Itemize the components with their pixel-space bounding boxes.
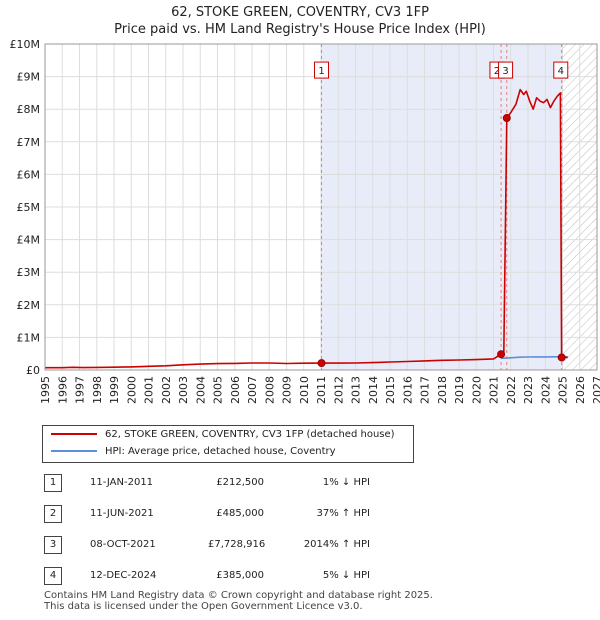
x-tick-label: 2000 — [125, 376, 138, 404]
transaction-date: 11-JUN-2021 — [90, 508, 154, 519]
x-tick-label: 1998 — [91, 376, 104, 404]
legend-hpi-line — [51, 450, 97, 452]
transaction-number-box: 3 — [44, 536, 62, 554]
x-tick-label: 2009 — [281, 376, 294, 404]
x-tick-label: 2003 — [177, 376, 190, 404]
transaction-marker-box — [314, 61, 330, 79]
x-tick-label: 2027 — [591, 376, 600, 404]
legend-item-hpi: HPI: Average price, detached house, Cove… — [51, 444, 336, 460]
legend-hpi-label: HPI: Average price, detached house, Cove… — [105, 446, 336, 457]
transaction-marker-box — [498, 61, 514, 79]
x-tick-label: 2022 — [505, 376, 518, 404]
y-tick-label: £0 — [26, 364, 40, 377]
transaction-price: £385,000 — [216, 570, 264, 581]
legend-property-label: 62, STOKE GREEN, COVENTRY, CV3 1FP (deta… — [105, 429, 395, 440]
y-tick-label: £7M — [17, 136, 41, 149]
x-tick-label: 2019 — [453, 376, 466, 404]
x-tick-label: 2013 — [350, 376, 363, 404]
transaction-hpi-comparison: 37% ↑ HPI — [316, 508, 370, 519]
transaction-point — [557, 353, 566, 362]
chart-legend: 62, STOKE GREEN, COVENTRY, CV3 1FP (deta… — [42, 425, 414, 463]
x-tick-label: 2002 — [160, 376, 173, 404]
x-tick-label: 2012 — [332, 376, 345, 404]
legend-item-property: 62, STOKE GREEN, COVENTRY, CV3 1FP (deta… — [51, 427, 395, 443]
attribution-line-1: Contains HM Land Registry data © Crown c… — [44, 590, 433, 601]
x-tick-label: 2005 — [212, 376, 225, 404]
x-tick-label: 2023 — [522, 376, 535, 404]
y-tick-label: £2M — [17, 299, 41, 312]
transaction-marker-box — [553, 61, 569, 79]
legend-property-line — [51, 433, 97, 435]
x-tick-label: 2008 — [263, 376, 276, 404]
attribution-line-2: This data is licensed under the Open Gov… — [44, 601, 363, 612]
transaction-marker-label: 1 — [318, 66, 324, 77]
transaction-date: 08-OCT-2021 — [90, 539, 156, 550]
table-row: 3 08-OCT-2021 £7,728,916 2014% ↑ HPI — [44, 536, 424, 554]
transaction-point — [502, 114, 511, 123]
x-tick-label: 2015 — [384, 376, 397, 404]
x-tick-label: 2020 — [470, 376, 483, 404]
y-tick-label: £6M — [17, 168, 41, 181]
y-tick-label: £9M — [17, 71, 41, 84]
transaction-number-box: 1 — [44, 474, 62, 492]
table-row: 2 11-JUN-2021 £485,000 37% ↑ HPI — [44, 505, 424, 523]
transaction-price: £7,728,916 — [208, 539, 266, 550]
chart-subtitle: Price paid vs. HM Land Registry's House … — [114, 22, 486, 37]
transaction-date: 12-DEC-2024 — [90, 570, 157, 581]
y-tick-label: £3M — [17, 266, 41, 279]
x-tick-label: 2014 — [367, 376, 380, 404]
attribution-footer: Contains HM Land Registry data © Crown c… — [44, 590, 433, 612]
transaction-point — [317, 359, 326, 368]
x-tick-label: 1997 — [74, 376, 87, 404]
y-tick-label: £5M — [17, 201, 41, 214]
x-tick-label: 2025 — [557, 376, 570, 404]
table-row: 4 12-DEC-2024 £385,000 5% ↓ HPI — [44, 567, 424, 585]
transaction-price: £485,000 — [216, 508, 264, 519]
y-tick-label: £10M — [10, 38, 41, 51]
y-tick-label: £1M — [17, 331, 41, 344]
x-tick-label: 2010 — [298, 376, 311, 404]
x-tick-label: 2017 — [419, 376, 432, 404]
x-tick-label: 1999 — [108, 376, 121, 404]
y-tick-label: £4M — [17, 234, 41, 247]
x-tick-label: 2006 — [229, 376, 242, 404]
plot-frame — [44, 43, 598, 371]
transaction-hpi-comparison: 1% ↓ HPI — [322, 477, 370, 488]
transaction-number-box: 2 — [44, 505, 62, 523]
x-tick-label: 1996 — [56, 376, 69, 404]
x-tick-label: 2016 — [401, 376, 414, 404]
y-tick-label: £8M — [17, 103, 41, 116]
transaction-marker-label: 3 — [502, 66, 508, 77]
transaction-marker-label: 4 — [558, 66, 564, 77]
x-tick-label: 2001 — [143, 376, 156, 404]
chart-title: 62, STOKE GREEN, COVENTRY, CV3 1FP — [171, 5, 429, 20]
x-tick-label: 2024 — [539, 376, 552, 404]
property-price-line — [45, 88, 568, 369]
x-tick-label: 1995 — [39, 376, 52, 404]
transaction-point — [497, 350, 506, 359]
transaction-price: £212,500 — [216, 477, 264, 488]
x-tick-label: 2004 — [194, 376, 207, 404]
transaction-marker-label: 2 — [494, 66, 500, 77]
transaction-hpi-comparison: 2014% ↑ HPI — [303, 539, 370, 550]
x-tick-label: 2011 — [315, 376, 328, 404]
transaction-date: 11-JAN-2011 — [90, 477, 154, 488]
x-tick-label: 2007 — [246, 376, 259, 404]
transaction-hpi-comparison: 5% ↓ HPI — [322, 570, 370, 581]
x-tick-label: 2021 — [488, 376, 501, 404]
table-row: 1 11-JAN-2011 £212,500 1% ↓ HPI — [44, 474, 424, 492]
transaction-number-box: 4 — [44, 567, 62, 585]
x-tick-label: 2026 — [574, 376, 587, 404]
x-tick-label: 2018 — [436, 376, 449, 404]
